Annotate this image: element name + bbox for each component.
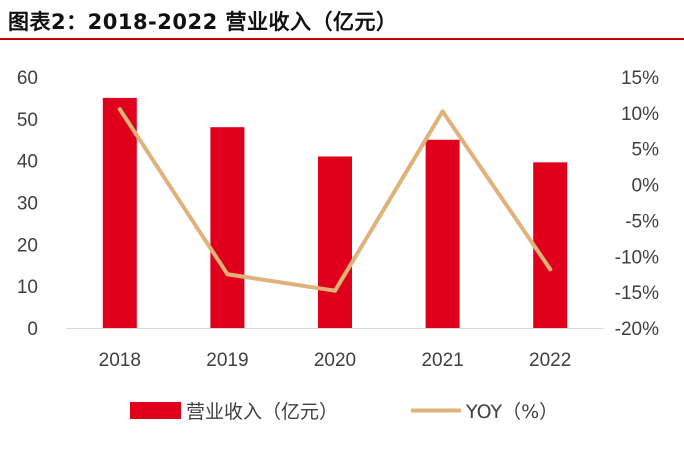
y-right-tick-label: 5% — [632, 140, 660, 161]
x-tick-label: 2020 — [314, 350, 356, 371]
y-right-tick-label: 0% — [632, 176, 660, 197]
legend-label-revenue: 营业收入（亿元） — [186, 401, 338, 423]
bar-revenue-2021 — [425, 139, 460, 328]
y-right-tick-label: -15% — [615, 283, 659, 304]
y-left-tick-label: 0 — [27, 319, 38, 340]
y-right-tick-label: -10% — [615, 247, 659, 268]
bar-revenue-2022 — [533, 162, 568, 328]
point-yoy-2020 — [333, 288, 337, 293]
y-left-tick-label: 60 — [17, 68, 38, 89]
point-yoy-2018 — [117, 107, 122, 112]
y-left-tick-label: 50 — [17, 110, 38, 131]
y-left-tick-label: 10 — [17, 277, 38, 298]
point-yoy-2022 — [548, 267, 553, 272]
x-tick-label: 2021 — [421, 350, 463, 371]
x-tick-label: 2019 — [206, 350, 248, 371]
bar-revenue-2019 — [210, 127, 245, 328]
y-right-tick-label: -20% — [615, 319, 659, 340]
point-yoy-2019 — [225, 272, 230, 277]
point-yoy-2021 — [440, 109, 445, 114]
x-tick-label: 2022 — [529, 350, 571, 371]
y-right-tick-label: -5% — [625, 211, 659, 232]
bar-revenue-2020 — [318, 156, 352, 328]
legend-label-yoy: YOY（%） — [465, 401, 558, 423]
x-tick-label: 2018 — [99, 350, 141, 371]
title-bar: 图表2：2018-2022 营业收入（亿元） — [0, 0, 684, 40]
y-right-tick-label: 15% — [621, 68, 659, 89]
bar-revenue-2018 — [102, 97, 137, 329]
title-rule — [0, 38, 684, 40]
y-left-tick-label: 40 — [17, 152, 38, 173]
y-left-tick-label: 30 — [17, 194, 38, 215]
legend-swatch-revenue — [130, 402, 181, 419]
y-left-tick-label: 20 — [17, 235, 38, 256]
y-right-tick-label: 10% — [621, 104, 659, 125]
chart-title: 图表2：2018-2022 营业收入（亿元） — [8, 10, 398, 34]
